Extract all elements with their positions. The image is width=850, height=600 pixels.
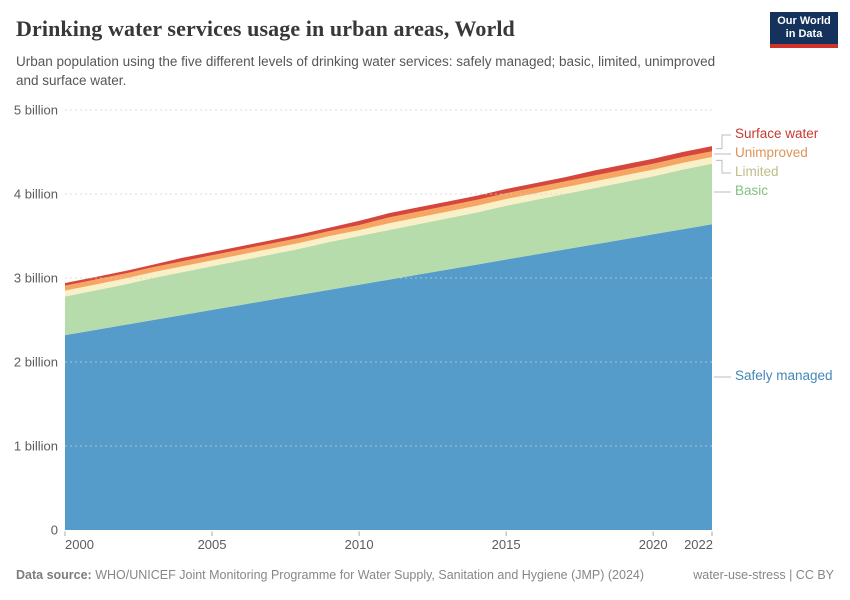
x-axis-tick-label: 2000	[65, 537, 94, 552]
x-axis-tick-label: 2010	[345, 537, 374, 552]
legend-label-unimproved[interactable]: Unimproved	[735, 145, 808, 160]
y-axis-tick-label: 3 billion	[14, 271, 58, 286]
x-axis-tick-label: 2005	[198, 537, 227, 552]
legend-label-surface-water[interactable]: Surface water	[735, 126, 819, 141]
data-source-note: Data source: WHO/UNICEF Joint Monitoring…	[16, 568, 644, 582]
data-source-label: Data source:	[16, 568, 92, 582]
chart-footer: Data source: WHO/UNICEF Joint Monitoring…	[16, 568, 834, 582]
y-axis-tick-label: 1 billion	[14, 439, 58, 454]
y-axis-tick-label: 2 billion	[14, 355, 58, 370]
x-axis-tick-label: 2015	[492, 537, 521, 552]
owid-logo[interactable]: Our World in Data	[770, 12, 838, 48]
x-axis-tick-label: 2020	[639, 537, 668, 552]
y-axis-tick-label: 5 billion	[14, 103, 58, 118]
x-axis-tick-label: 2022	[684, 537, 713, 552]
legend-connector-limited	[716, 159, 731, 174]
page-subtitle: Urban population using the five differen…	[16, 54, 716, 88]
legend-label-limited[interactable]: Limited	[735, 164, 779, 179]
area-surface-water[interactable]	[65, 146, 712, 286]
area-basic[interactable]	[65, 163, 712, 336]
legend-label-safely-managed[interactable]: Safely managed	[735, 368, 833, 383]
y-axis-tick-label: 4 billion	[14, 187, 58, 202]
legend-connector-surface-water	[716, 134, 731, 150]
legend-label-basic[interactable]: Basic	[735, 183, 769, 198]
area-safely-managed[interactable]	[65, 224, 712, 530]
data-source-text: WHO/UNICEF Joint Monitoring Programme fo…	[95, 568, 645, 582]
owid-logo-line1: Our World	[777, 15, 831, 27]
page-title: Drinking water services usage in urban a…	[16, 16, 515, 41]
area-unimproved[interactable]	[65, 151, 712, 291]
y-axis-tick-label: 0	[51, 523, 58, 538]
owid-logo-line2: in Data	[785, 28, 823, 40]
area-limited[interactable]	[65, 157, 712, 297]
license-note: water-use-stress | CC BY	[693, 568, 834, 582]
